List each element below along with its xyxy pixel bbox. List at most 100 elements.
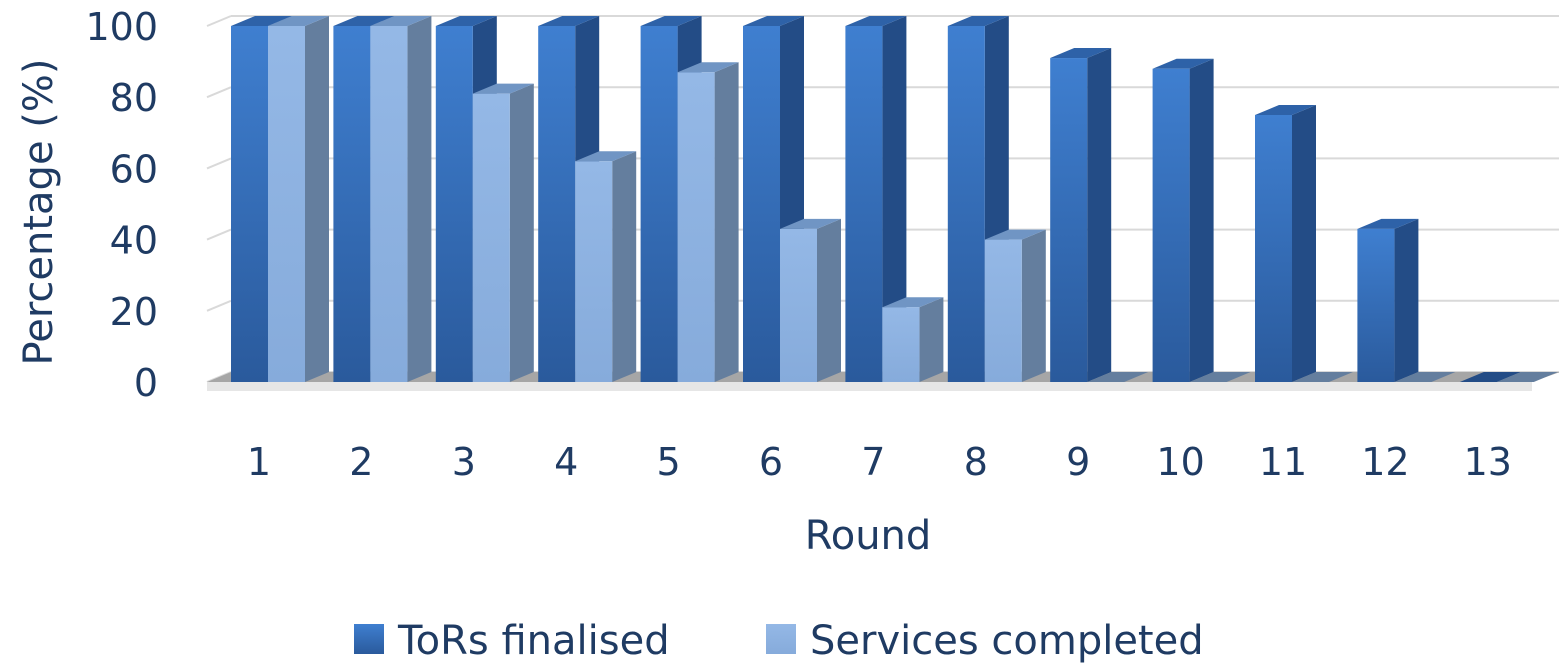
bar-front — [882, 307, 920, 382]
bar-top — [1459, 372, 1521, 382]
bar-top — [1189, 372, 1251, 382]
bar-top — [1292, 372, 1353, 382]
gridline-depth — [206, 299, 232, 312]
bar-tors-finalised — [1050, 48, 1112, 382]
bar-top — [882, 297, 944, 308]
x-tick-label: 4 — [554, 440, 578, 484]
bar-services-completed — [984, 229, 1046, 382]
x-axis-title: Round — [805, 513, 932, 559]
bar-side — [1394, 218, 1419, 382]
bar-top — [845, 16, 907, 26]
bar-top — [1087, 372, 1149, 382]
bar-tors-finalised — [1255, 105, 1316, 382]
bar-front — [435, 26, 473, 382]
bar-side — [1189, 58, 1214, 382]
bar-side — [882, 16, 907, 382]
bar-top — [1496, 372, 1558, 382]
bar-side — [612, 151, 637, 382]
x-axis-ticks: 1 2 3 4 5 6 7 8 9 10 11 12 13 — [247, 440, 1512, 484]
bar-front — [743, 26, 780, 382]
x-tick-label: 8 — [964, 440, 988, 484]
bar-top — [677, 62, 739, 73]
bar-tors-finalised — [1357, 218, 1419, 382]
gridline-depth — [206, 15, 232, 27]
bar-top — [984, 229, 1046, 240]
bar-top — [538, 16, 600, 26]
x-tick-label: 9 — [1066, 440, 1090, 484]
bar-services-completed — [882, 297, 944, 382]
bar-tors-finalised — [1152, 58, 1214, 382]
bar-top — [640, 16, 702, 26]
bar-front — [268, 26, 305, 382]
bar-side — [919, 297, 944, 382]
x-tick-label: 7 — [861, 440, 885, 484]
x-tick-label: 5 — [657, 440, 681, 484]
legend-swatch-tors-finalised — [354, 624, 384, 654]
bar-top — [333, 16, 395, 26]
bar-front — [947, 26, 985, 382]
bar-front — [575, 161, 613, 382]
x-tick-label: 10 — [1156, 440, 1204, 484]
gridline-depth — [206, 228, 232, 241]
x-tick-label: 2 — [349, 440, 373, 484]
bar-front — [984, 239, 1022, 382]
bar-top — [1050, 48, 1112, 59]
bar-side — [305, 16, 329, 382]
bar-services-completed — [1496, 372, 1558, 382]
bar-services-completed — [1087, 372, 1149, 382]
bar-top — [231, 16, 292, 26]
bar-services-completed — [1189, 372, 1251, 382]
bar-top — [1357, 218, 1419, 229]
floor-front — [207, 382, 1532, 391]
legend: ToRs finalised Services completed — [354, 618, 1204, 664]
y-tick-label: 80 — [110, 76, 158, 120]
bar-services-completed — [1394, 372, 1456, 382]
x-tick-label: 13 — [1464, 440, 1512, 484]
bar-front — [231, 26, 268, 382]
bar-front — [1152, 68, 1190, 382]
bar-side — [1021, 229, 1046, 382]
bar-services-completed — [268, 16, 329, 382]
y-axis-ticks: 0 20 40 60 80 100 — [85, 5, 158, 405]
bar-front — [1357, 228, 1395, 382]
bar-side — [714, 62, 739, 382]
bar-side — [407, 16, 432, 382]
x-tick-label: 11 — [1259, 440, 1307, 484]
x-tick-label: 6 — [759, 440, 783, 484]
bar-services-completed — [370, 16, 432, 382]
x-tick-label: 1 — [247, 440, 271, 484]
bar-top — [472, 83, 534, 94]
y-tick-label: 40 — [110, 219, 158, 263]
bar-services-completed — [677, 62, 739, 382]
bar-top — [370, 16, 432, 26]
legend-label-services-completed: Services completed — [810, 618, 1204, 664]
legend-swatch-services-completed — [766, 624, 796, 654]
x-tick-label: 3 — [452, 440, 476, 484]
gridline-depth — [206, 157, 232, 170]
bar-front — [845, 26, 883, 382]
bar-front — [472, 93, 510, 382]
bars — [231, 16, 1558, 382]
bar-top — [780, 218, 841, 229]
bar-front — [1255, 115, 1292, 382]
bar-top — [268, 16, 329, 26]
x-tick-label: 12 — [1361, 440, 1409, 484]
bar-front — [370, 26, 408, 382]
bar-front — [538, 26, 576, 382]
bar-top — [435, 16, 497, 26]
bar-side — [1292, 105, 1316, 382]
bar-services-completed — [575, 151, 637, 382]
bar-tors-finalised — [1459, 372, 1521, 382]
legend-label-tors-finalised: ToRs finalised — [397, 618, 670, 664]
bar-top — [1152, 58, 1214, 69]
bar-services-completed — [472, 83, 534, 382]
bar-front — [333, 26, 371, 382]
bar-front — [640, 26, 678, 382]
gridline-depth — [206, 86, 232, 99]
bar-front — [677, 72, 715, 382]
bar-top — [743, 16, 804, 26]
bar-front — [780, 228, 817, 382]
y-tick-label: 20 — [110, 290, 158, 334]
